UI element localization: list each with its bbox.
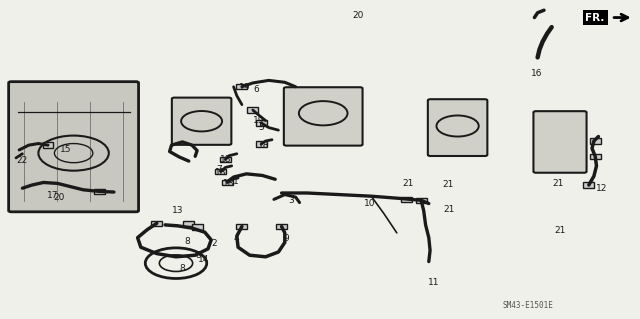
Text: 14: 14	[198, 256, 209, 264]
Text: 21: 21	[444, 205, 455, 214]
FancyBboxPatch shape	[534, 111, 586, 173]
Text: 5: 5	[259, 123, 264, 132]
Text: 10: 10	[364, 199, 375, 208]
Text: SM43-E1501E: SM43-E1501E	[502, 301, 554, 310]
Text: 18: 18	[220, 155, 231, 164]
Bar	[192, 225, 202, 230]
Text: 8: 8	[196, 251, 201, 260]
Bar	[215, 169, 227, 174]
Text: 16: 16	[531, 69, 542, 78]
Text: 3: 3	[289, 197, 294, 205]
Text: FR.: FR.	[586, 12, 605, 23]
Text: 20: 20	[53, 193, 65, 202]
Bar	[590, 153, 601, 159]
Text: 21: 21	[554, 226, 566, 235]
Text: 4: 4	[234, 234, 239, 243]
Text: 9: 9	[284, 234, 289, 243]
Bar	[276, 224, 287, 229]
Text: 7: 7	[216, 165, 221, 174]
Text: 17: 17	[47, 191, 58, 200]
Text: 21: 21	[403, 179, 414, 188]
Text: 1: 1	[233, 177, 238, 186]
Text: 20: 20	[353, 11, 364, 20]
Bar	[255, 141, 267, 147]
Bar	[183, 221, 195, 226]
Bar	[237, 224, 248, 229]
Text: 18: 18	[258, 141, 269, 150]
FancyBboxPatch shape	[172, 98, 232, 145]
Bar	[220, 157, 230, 162]
Text: 12: 12	[596, 184, 607, 193]
Text: 8: 8	[184, 237, 189, 246]
Bar	[222, 180, 233, 185]
Bar	[151, 221, 163, 226]
Text: 2: 2	[211, 239, 216, 248]
Bar	[584, 182, 595, 188]
FancyBboxPatch shape	[428, 99, 488, 156]
Bar	[248, 107, 259, 113]
Bar	[255, 120, 267, 126]
Text: 21: 21	[442, 180, 454, 189]
Bar	[416, 198, 427, 203]
Text: 19: 19	[239, 83, 250, 92]
Text: 18: 18	[215, 168, 227, 177]
Bar	[42, 142, 54, 148]
Bar	[590, 138, 601, 144]
FancyBboxPatch shape	[284, 87, 362, 145]
Text: 21: 21	[552, 179, 564, 188]
Text: 15: 15	[60, 145, 71, 154]
Text: 6: 6	[253, 85, 259, 94]
Bar	[237, 84, 248, 90]
Text: 13: 13	[172, 206, 184, 215]
FancyBboxPatch shape	[9, 82, 139, 212]
Text: 19: 19	[253, 116, 265, 125]
Bar	[401, 197, 412, 202]
Text: 18: 18	[223, 179, 235, 188]
Bar	[93, 189, 104, 194]
Text: 22: 22	[16, 156, 28, 165]
Text: 8: 8	[180, 264, 185, 273]
Text: 11: 11	[428, 278, 440, 287]
